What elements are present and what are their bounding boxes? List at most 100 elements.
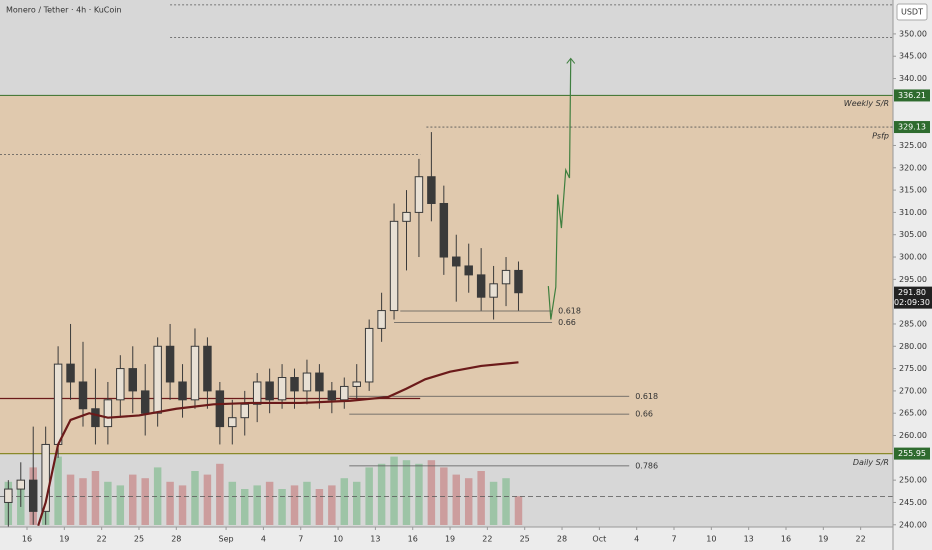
x-tick-label: 4 <box>261 535 266 544</box>
candle-body <box>464 265 473 276</box>
x-tick-label: 28 <box>171 535 181 544</box>
x-tick-label: 22 <box>482 535 492 544</box>
x-tick-label: 10 <box>706 535 716 544</box>
volume-bar <box>377 463 386 525</box>
y-tick-label: 315.00 <box>899 186 927 195</box>
volume-bar <box>328 485 336 525</box>
level-label: 0.618 <box>558 307 581 316</box>
currency[interactable]: USDT <box>901 8 923 17</box>
y-tick-label: 350.00 <box>899 29 927 38</box>
candle-body <box>128 368 137 392</box>
candle-body <box>203 345 212 392</box>
candle-body <box>153 345 162 414</box>
price-badge-label: 329.13 <box>898 123 926 132</box>
y-tick-label: 275.00 <box>899 364 927 373</box>
volume-bar <box>514 496 523 525</box>
volume-bar <box>464 478 473 525</box>
y-tick-label: 240.00 <box>899 520 927 529</box>
candle-body <box>91 408 100 428</box>
volume-bar <box>104 481 112 525</box>
y-tick-label: 325.00 <box>899 141 927 150</box>
x-tick-label: 16 <box>408 535 418 544</box>
volume-bar <box>166 481 174 525</box>
volume-bar <box>241 489 249 525</box>
volume-bar <box>402 460 411 525</box>
price-badge-label: 255.95 <box>898 449 926 458</box>
y-tick-label: 270.00 <box>899 386 927 395</box>
candle-body <box>28 479 38 512</box>
y-tick-label: 305.00 <box>899 230 927 239</box>
volume-bar <box>390 456 398 525</box>
y-tick-label: 285.00 <box>899 319 927 328</box>
volume-bar <box>452 474 461 525</box>
volume-bar <box>228 481 237 525</box>
candle-body <box>228 417 237 428</box>
x-tick-label: 7 <box>298 535 303 544</box>
level-label: 0.786 <box>635 461 658 470</box>
candle-body <box>327 390 337 401</box>
candle-body <box>265 381 274 401</box>
y-tick-label: 245.00 <box>899 498 927 507</box>
candle-body <box>364 327 374 383</box>
candle-body <box>53 363 63 445</box>
candle-body <box>377 310 386 329</box>
x-tick-label: 13 <box>744 535 754 544</box>
level-label: 0.618 <box>635 392 658 401</box>
sr-zone <box>0 95 893 454</box>
volume-bar <box>203 474 212 525</box>
y-tick-label: 260.00 <box>899 431 927 440</box>
volume-bar <box>352 481 361 525</box>
x-tick-label: 16 <box>22 535 32 544</box>
candle-body <box>489 283 498 298</box>
x-tick-label: 22 <box>856 535 866 544</box>
candle-body <box>302 372 312 392</box>
volume-bar <box>440 467 448 525</box>
candle-body <box>178 381 187 401</box>
volume-bar <box>54 456 62 525</box>
price-badge <box>894 447 930 460</box>
volume-bar <box>66 474 75 525</box>
candle-body <box>402 211 411 222</box>
candle-body <box>140 390 150 414</box>
volume-bar <box>489 481 498 525</box>
volume-bar <box>253 485 261 525</box>
candle-body <box>116 368 125 401</box>
x-tick-label: 22 <box>97 535 107 544</box>
y-tick-label: 320.00 <box>899 163 927 172</box>
y-tick-label: 345.00 <box>899 52 927 61</box>
projection-path <box>547 58 572 320</box>
x-tick-label: 25 <box>134 535 144 544</box>
candle-body <box>4 488 13 503</box>
countdown: 02:09:30 <box>894 298 930 307</box>
projection-arrow <box>566 57 576 64</box>
candle-body <box>41 443 50 512</box>
volume-bar <box>365 467 373 525</box>
last-price-badge <box>894 286 932 309</box>
chart-title: Monero / Tether · 4h · KuCoin <box>6 6 122 15</box>
candle-body <box>340 385 349 401</box>
x-tick-label: 16 <box>781 535 791 544</box>
volume-bar <box>278 489 286 525</box>
x-tick-label: 13 <box>370 535 380 544</box>
level-label: 0.66 <box>558 318 576 327</box>
moving-average <box>37 361 519 526</box>
volume-bar <box>153 467 162 525</box>
candle-body <box>315 372 324 392</box>
candle-body <box>427 176 436 204</box>
y-tick-label: 340.00 <box>899 74 927 83</box>
candle-body <box>414 176 424 213</box>
x-tick-label: 19 <box>445 535 455 544</box>
y-tick-label: 300.00 <box>899 253 927 262</box>
candle-body <box>16 479 26 490</box>
y-tick-label: 310.00 <box>899 208 927 217</box>
candle-body <box>389 220 399 312</box>
y-tick-label: 280.00 <box>899 342 927 351</box>
x-tick-label: 25 <box>520 535 530 544</box>
candle-body <box>476 274 486 298</box>
candle-body <box>165 345 175 383</box>
candle-body <box>66 363 75 383</box>
volume-bar <box>290 485 299 525</box>
currency-box[interactable] <box>896 3 928 21</box>
y-tick-label: 295.00 <box>899 275 927 284</box>
candle-body <box>252 381 262 405</box>
